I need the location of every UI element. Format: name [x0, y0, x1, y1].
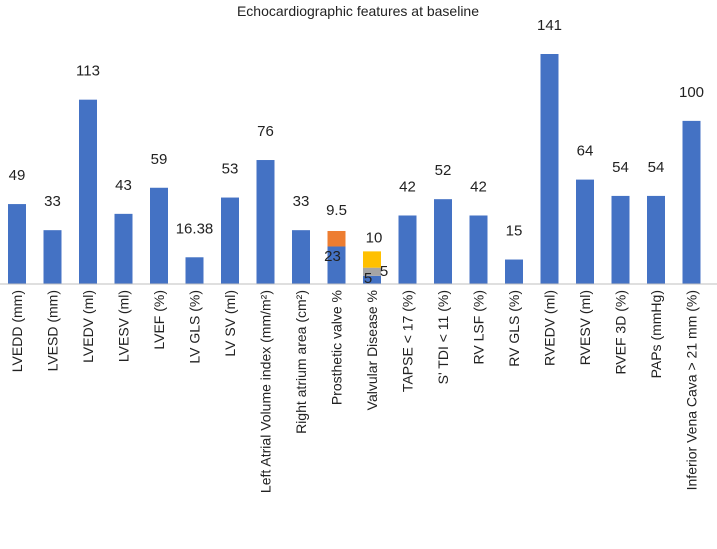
category-label-lvedd-mm: LVEDD (mm) [9, 290, 25, 372]
category-label-inferior-vena-cava-21-mm: Inferior Vena Cava > 21 mm (%) [684, 290, 700, 490]
bar-rvef-3d [611, 195, 630, 284]
bar-lv-gls [185, 257, 204, 284]
category-label-tapse-17: TAPSE < 17 (%) [400, 290, 416, 392]
category-label-lvesv-ml: LVESV (ml) [116, 290, 132, 362]
category-label-left-atrial-volume-index-mm-m: Left Atrial Volume index (mm/m²) [258, 290, 274, 493]
category-label-right-atrium-area-cm: Right atrium area (cm²) [293, 290, 309, 434]
bar-lvedd-mm [8, 204, 26, 284]
value-label-valvular-disease-seg2: 5 [380, 263, 388, 280]
bar-inferior-vena-cava-21-mm [682, 120, 701, 285]
labels-group: 49 LVEDD (mm) 33 LVESD (mm) 113 LVEDV (ml) 43 L… [9, 17, 704, 493]
value-label-prosthetic-valve-base: 23 [324, 248, 341, 265]
value-label-left-atrial-volume-index-mm-m: 76 [257, 123, 274, 140]
value-label-lvedd-mm: 49 [9, 167, 26, 184]
bar-paps-mmhg [647, 195, 665, 284]
value-label-lv-gls: 16.38 [176, 220, 214, 237]
chart-title: Echocardiographic features at baseline [237, 3, 479, 19]
value-label-paps-mmhg: 54 [648, 159, 665, 176]
category-label-lvef: LVEF (%) [151, 290, 167, 350]
category-label-rvef-3d: RVEF 3D (%) [613, 290, 629, 375]
bar-tapse-17 [398, 215, 417, 284]
category-label-valvular-disease: Valvular Disease % [364, 290, 380, 410]
bar-valvular-disease-segment-1 [363, 275, 381, 284]
bar-rv-gls [505, 259, 523, 284]
category-label-lvesd-mm: LVESD (mm) [45, 290, 61, 371]
value-label-valvular-disease-top: 10 [366, 229, 383, 246]
category-label-lv-gls: LV GLS (%) [187, 290, 203, 364]
value-label-lvesv-ml: 43 [115, 177, 132, 194]
category-label-rv-gls: RV GLS (%) [506, 290, 522, 367]
category-label-rvedv-ml: RVEDV (ml) [542, 290, 558, 366]
category-label-s-tdi-11: S' TDI < 11 (%) [435, 290, 451, 384]
category-label-paps-mmhg: PAPs (mmHg) [648, 290, 664, 378]
category-label-prosthetic-valve: Prosthetic valve % [329, 290, 345, 405]
value-label-tapse-17: 42 [399, 178, 416, 195]
value-label-prosthetic-valve-top: 9.5 [326, 202, 347, 219]
bar-left-atrial-volume-index-mm-m [256, 160, 275, 284]
value-label-right-atrium-area-cm: 33 [293, 193, 310, 210]
bar-rvedv-ml [540, 54, 559, 284]
category-label-rvesv-ml: RVESV (ml) [577, 290, 593, 365]
value-label-rv-lsf: 42 [470, 178, 487, 195]
bars-group [8, 54, 701, 285]
bar-lvesd-mm [43, 230, 62, 284]
bar-rv-lsf [469, 215, 488, 284]
value-label-rvesv-ml: 64 [577, 143, 594, 160]
value-label-valvular-disease-seg1: 5 [364, 270, 372, 287]
category-label-lv-sv-ml: LV SV (ml) [222, 290, 238, 357]
bar-prosthetic-valve-segment-2 [327, 230, 346, 247]
value-label-rvedv-ml: 141 [537, 17, 562, 34]
value-label-inferior-vena-cava-21-mm: 100 [679, 84, 704, 101]
bar-valvular-disease-segment-3 [363, 251, 381, 268]
bar-lvedv-ml [79, 99, 97, 284]
bar-lv-sv-ml [221, 197, 239, 284]
category-label-lvedv-ml: LVEDV (ml) [80, 290, 96, 363]
bar-lvef [150, 187, 168, 284]
bar-valvular-disease-segment-2 [363, 267, 381, 276]
value-label-lvef: 59 [151, 151, 168, 168]
bar-rvesv-ml [576, 179, 594, 284]
bar-right-atrium-area-cm [292, 230, 310, 284]
value-label-s-tdi-11: 52 [435, 162, 452, 179]
value-label-rv-gls: 15 [506, 223, 523, 240]
category-label-rv-lsf: RV LSF (%) [471, 290, 487, 364]
value-label-lvedv-ml: 113 [76, 63, 100, 80]
bar-lvesv-ml [114, 213, 133, 284]
bar-prosthetic-valve-segment-1 [327, 246, 346, 284]
bar-s-tdi-11 [434, 199, 452, 284]
value-label-rvef-3d: 54 [612, 159, 629, 176]
value-label-lv-sv-ml: 53 [222, 161, 239, 178]
value-label-lvesd-mm: 33 [44, 193, 61, 210]
